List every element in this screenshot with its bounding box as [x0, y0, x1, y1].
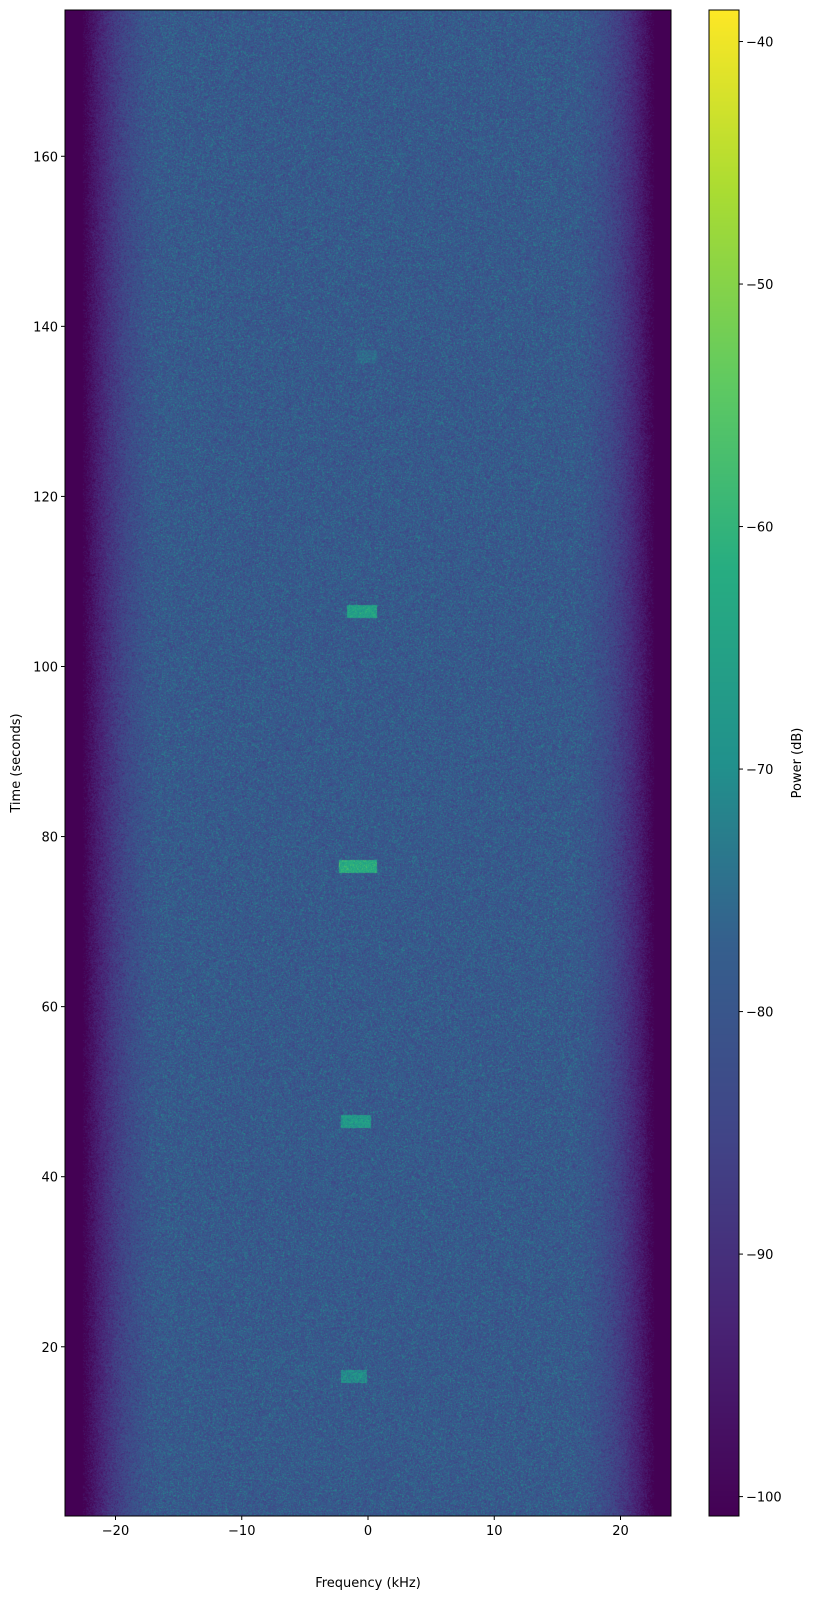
y-tick-label: 60: [41, 1001, 58, 1016]
y-tick-label: 40: [41, 1171, 58, 1186]
colorbar-tick-label: −90: [746, 1248, 773, 1263]
x-tick-label: 10: [486, 1524, 503, 1539]
y-tick-label: 80: [41, 831, 58, 846]
colorbar-tick-label: −40: [746, 36, 773, 51]
signal-burst-2: [340, 1115, 370, 1128]
y-tick-label: 20: [41, 1341, 58, 1356]
colorbar-tick-label: −60: [746, 521, 773, 536]
plot-frame: [64, 9, 672, 1517]
colorbar-tick-label: −100: [746, 1491, 782, 1506]
colorbar-tick-label: −50: [746, 278, 773, 293]
x-tick-label: −10: [228, 1524, 255, 1539]
y-tick-label: 160: [33, 150, 58, 165]
x-tick-label: −20: [102, 1524, 129, 1539]
x-axis-label: Frequency (kHz): [315, 1576, 421, 1591]
signal-burst-4: [347, 604, 377, 617]
y-tick-label: 100: [33, 660, 58, 675]
colorbar-tick-label: −70: [746, 763, 773, 778]
x-tick-label: 20: [612, 1524, 629, 1539]
colorbar-tick-label: −80: [746, 1006, 773, 1021]
x-tick-label: 0: [364, 1524, 372, 1539]
colorbar-frame: [708, 9, 740, 1517]
colorbar-gradient: [709, 10, 739, 1516]
colorbar-label: Power (dB): [790, 728, 805, 799]
signal-burst-5: [357, 349, 377, 362]
y-tick-label: 120: [33, 490, 58, 505]
signal-burst-1: [340, 1370, 367, 1383]
spectrogram-image: [65, 10, 671, 1516]
signal-burst-3: [339, 860, 377, 873]
y-axis-label: Time (seconds): [9, 713, 24, 813]
y-tick-label: 140: [33, 320, 58, 335]
